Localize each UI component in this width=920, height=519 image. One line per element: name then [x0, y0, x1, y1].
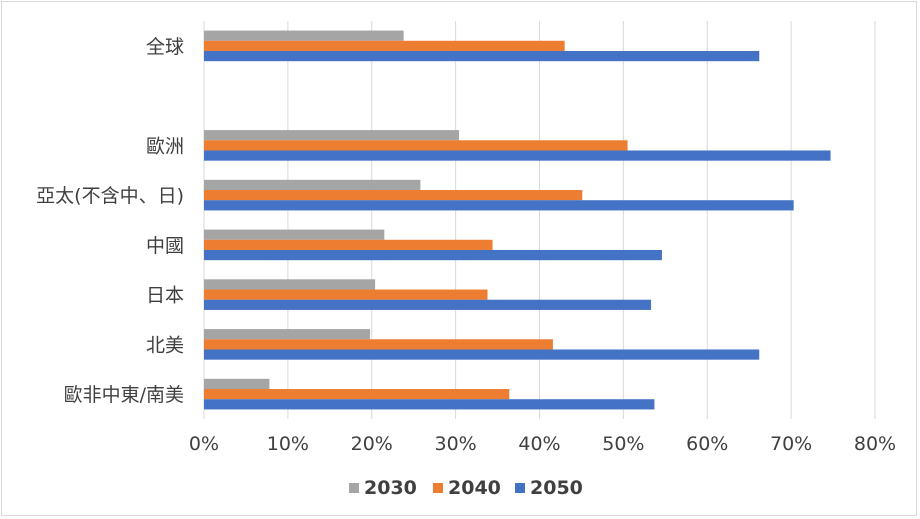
legend-swatch-2030 [349, 483, 359, 493]
legend-label-2050: 2050 [530, 477, 583, 499]
bar-2050 [204, 150, 831, 161]
bar-2030 [204, 279, 376, 290]
bar-2050 [204, 50, 760, 62]
bar-2050 [204, 349, 760, 360]
legend-label-2030: 2030 [364, 477, 417, 499]
x-tick-label: 30% [435, 433, 477, 455]
bar-2050 [204, 249, 662, 261]
bar-2040 [204, 40, 565, 51]
bar-2040 [204, 289, 488, 300]
legend: 2030 2040 2050 [349, 477, 583, 499]
bar-2030 [204, 179, 421, 191]
bar-2030 [204, 30, 404, 41]
category-label: 全球 [146, 36, 184, 58]
legend-swatch-2050 [515, 483, 525, 493]
bar-2040 [204, 239, 493, 250]
category-label: 歐非中東/南美 [64, 384, 184, 406]
bar-2050 [204, 299, 652, 310]
legend-swatch-2040 [433, 483, 443, 493]
bar-2040 [204, 140, 628, 151]
x-tick-label: 0% [189, 433, 219, 455]
x-tick-label: 10% [267, 433, 309, 455]
x-tick-label: 40% [518, 433, 560, 455]
x-tick-label: 70% [770, 433, 812, 455]
category-label: 北美 [146, 334, 184, 356]
value-axis: 0% 10% 20% 30% 40% 50% 60% 70% 80% [189, 433, 896, 455]
bar-2040 [204, 339, 553, 350]
x-tick-label: 50% [602, 433, 644, 455]
x-tick-label: 60% [686, 433, 728, 455]
x-tick-label: 20% [351, 433, 393, 455]
bar-2030 [204, 229, 385, 240]
bar-2050 [204, 399, 655, 410]
bar-2050 [204, 200, 794, 211]
bar-2040 [204, 389, 510, 400]
category-label: 日本 [146, 285, 184, 307]
legend-label-2040: 2040 [448, 477, 501, 499]
bar-2030 [204, 130, 459, 141]
bar-layer [204, 30, 831, 410]
bar-2040 [204, 190, 583, 201]
bar-2030 [204, 329, 371, 340]
category-label: 亞太(不含中、日) [36, 185, 184, 207]
category-label: 中國 [146, 235, 184, 257]
category-label: 歐洲 [146, 135, 184, 157]
x-tick-label: 80% [854, 433, 896, 455]
bar-2030 [204, 378, 270, 390]
